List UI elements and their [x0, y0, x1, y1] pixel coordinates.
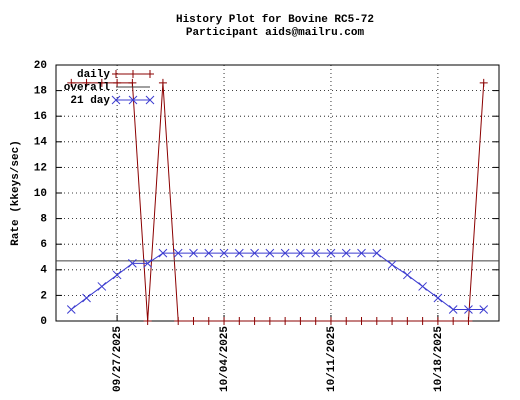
point-marker [265, 248, 275, 258]
point-marker [387, 260, 397, 270]
point-marker [235, 317, 244, 325]
point-marker [158, 248, 168, 258]
point-marker [296, 248, 305, 258]
point-marker [112, 270, 122, 280]
point-marker [448, 305, 458, 314]
point-marker [189, 317, 198, 325]
x-tick-label: 10/11/2025 [326, 326, 338, 392]
point-marker [66, 305, 76, 314]
point-marker [341, 248, 351, 258]
legend-label: overall [64, 82, 111, 94]
point-marker [265, 317, 274, 325]
point-marker [204, 317, 213, 325]
point-marker [234, 248, 244, 258]
point-marker [219, 248, 229, 258]
y-tick-label: 2 [40, 290, 47, 302]
point-marker [281, 317, 290, 325]
point-marker [174, 317, 183, 325]
point-marker [464, 305, 473, 314]
point-marker [403, 317, 412, 325]
point-marker [189, 248, 198, 258]
point-marker [173, 248, 183, 258]
point-marker [449, 317, 458, 325]
legend-marker [129, 70, 137, 78]
point-marker [250, 317, 259, 325]
point-marker [464, 317, 473, 325]
point-marker [97, 282, 107, 291]
chart-title: History Plot for Bovine RC5-72 [176, 14, 374, 26]
y-tick-label: 14 [34, 137, 48, 149]
x-tick-label: 10/18/2025 [433, 326, 445, 392]
y-tick-label: 6 [40, 239, 47, 251]
point-marker [418, 317, 427, 325]
legend-marker [111, 95, 121, 105]
y-tick-label: 0 [40, 316, 47, 328]
point-marker [326, 248, 336, 258]
point-marker [479, 78, 488, 87]
point-marker [433, 317, 442, 325]
point-marker [326, 317, 335, 325]
point-marker [220, 317, 229, 325]
y-tick-label: 16 [34, 111, 47, 123]
point-marker [296, 317, 305, 325]
point-marker [97, 78, 106, 87]
point-marker [143, 317, 152, 325]
point-marker [402, 270, 412, 280]
point-marker [128, 78, 137, 87]
chart-subtitle: Participant aids@mailru.com [186, 27, 365, 39]
y-tick-label: 12 [34, 162, 47, 174]
point-marker [67, 78, 76, 87]
legend-label: daily [77, 69, 110, 81]
point-marker [372, 248, 382, 258]
point-marker [143, 259, 153, 268]
point-marker [82, 78, 91, 87]
series-line [71, 82, 485, 322]
y-axis-label: Rate (kkeys/sec) [10, 140, 22, 246]
point-marker [388, 317, 397, 325]
point-marker [311, 248, 321, 258]
series-line [70, 252, 484, 310]
point-marker [158, 78, 167, 87]
legend-marker [145, 95, 155, 105]
point-marker [82, 293, 91, 303]
point-marker [250, 248, 259, 258]
legend-marker [146, 70, 154, 78]
point-marker [342, 317, 351, 325]
point-marker [128, 259, 137, 268]
point-marker [113, 78, 122, 87]
point-marker [311, 317, 320, 325]
legend-marker [112, 70, 120, 78]
point-marker [204, 248, 214, 258]
point-marker [479, 305, 489, 314]
point-marker [280, 248, 290, 258]
point-marker [418, 282, 427, 291]
point-marker [357, 317, 366, 325]
y-tick-label: 20 [34, 60, 47, 72]
legend-marker [128, 95, 138, 105]
y-tick-label: 18 [34, 86, 48, 98]
y-tick-label: 4 [40, 265, 47, 277]
point-marker [357, 248, 366, 258]
y-tick-label: 8 [40, 214, 47, 226]
point-marker [433, 293, 443, 303]
x-tick-label: 10/04/2025 [219, 326, 231, 392]
legend-label: 21 day [70, 95, 110, 107]
x-tick-label: 09/27/2025 [112, 326, 124, 392]
y-tick-label: 10 [34, 188, 47, 200]
point-marker [372, 317, 381, 325]
